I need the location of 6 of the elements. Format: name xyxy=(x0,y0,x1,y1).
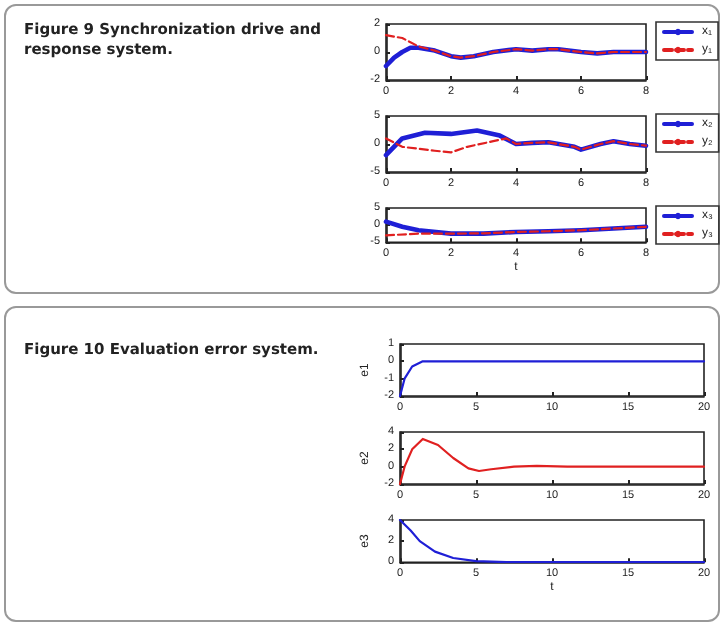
line-series xyxy=(383,128,649,158)
line-series xyxy=(398,518,706,564)
line-series xyxy=(384,34,648,59)
line-series xyxy=(398,437,706,486)
line-series xyxy=(383,45,649,69)
line-series xyxy=(384,137,648,154)
